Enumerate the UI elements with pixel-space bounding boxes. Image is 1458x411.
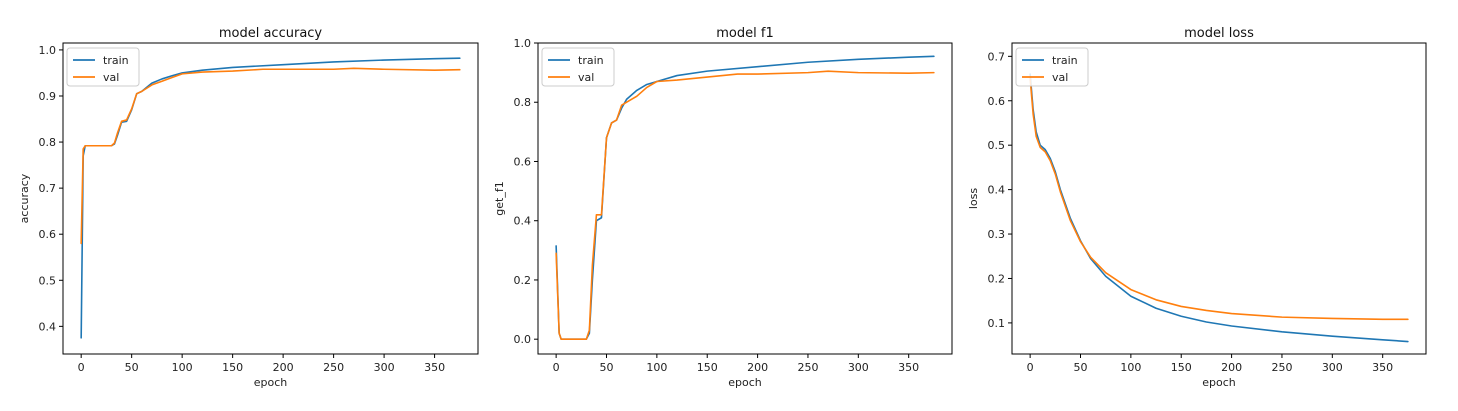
chart-3: 0 50 100 150 200 250 300 350 0.1 0.2 0.3 0.4 0.5 0.6 0… xyxy=(967,26,1427,389)
x-tick-label: 300 xyxy=(848,361,869,374)
axes-frame xyxy=(537,42,953,355)
x-tick-label: 200 xyxy=(747,361,768,374)
x-tick-label: 300 xyxy=(374,361,395,374)
x-axis-label: epoch xyxy=(1202,376,1236,389)
legend-label-train: train xyxy=(103,54,129,67)
y-tick-label: 0.1 xyxy=(988,317,1006,330)
series-line-val xyxy=(555,70,935,340)
series-line-val xyxy=(1029,77,1409,321)
axes-frame xyxy=(62,42,479,355)
legend: train val xyxy=(541,47,615,87)
x-tick-label: 100 xyxy=(1120,361,1141,374)
y-tick-label: 0.2 xyxy=(514,274,532,287)
y-tick-label: 0.6 xyxy=(514,155,532,168)
y-axis-label: accuracy xyxy=(18,173,31,223)
x-tick-label: 50 xyxy=(599,361,613,374)
x-tick-label: 0 xyxy=(553,361,560,374)
legend: train val xyxy=(66,47,140,87)
y-tick-label: 0.8 xyxy=(514,96,532,109)
chart-title: model accuracy xyxy=(219,26,323,41)
y-tick-label: 0.9 xyxy=(39,90,57,103)
chart-2: 0 50 100 150 200 250 300 350 0.0 0.2 0.4 0.6 0.8 1.0 m… xyxy=(493,26,953,389)
y-tick-label: 0.5 xyxy=(988,139,1006,152)
y-axis-label: get_f1 xyxy=(493,181,506,215)
y-tick-label: 0.0 xyxy=(514,333,532,346)
legend-label-val: val xyxy=(1052,71,1068,84)
legend-label-val: val xyxy=(578,71,594,84)
chart-title: model loss xyxy=(1184,26,1254,41)
x-tick-label: 0 xyxy=(78,361,85,374)
y-tick-label: 0.7 xyxy=(988,50,1006,63)
x-tick-label: 200 xyxy=(273,361,294,374)
x-tick-label: 50 xyxy=(1073,361,1087,374)
legend: train val xyxy=(1015,47,1089,87)
series-line-train xyxy=(1029,73,1409,343)
x-tick-label: 350 xyxy=(898,361,919,374)
x-tick-label: 150 xyxy=(222,361,243,374)
chart-title: model f1 xyxy=(716,26,773,41)
x-tick-label: 350 xyxy=(1372,361,1393,374)
legend-label-train: train xyxy=(578,54,604,67)
y-tick-label: 0.8 xyxy=(39,136,57,149)
x-tick-label: 0 xyxy=(1027,361,1034,374)
x-tick-label: 200 xyxy=(1221,361,1242,374)
y-tick-label: 0.3 xyxy=(988,228,1006,241)
axes-frame xyxy=(1011,42,1427,355)
x-tick-label: 250 xyxy=(797,361,818,374)
series-line-train xyxy=(80,57,461,339)
y-tick-label: 0.4 xyxy=(514,215,532,228)
y-tick-label: 0.7 xyxy=(39,182,57,195)
x-tick-label: 300 xyxy=(1322,361,1343,374)
x-tick-label: 100 xyxy=(646,361,667,374)
legend-label-train: train xyxy=(1052,54,1078,67)
legend-label-val: val xyxy=(103,71,119,84)
x-tick-label: 100 xyxy=(172,361,193,374)
y-tick-label: 0.5 xyxy=(39,274,57,287)
y-tick-label: 0.4 xyxy=(988,184,1006,197)
x-tick-label: 250 xyxy=(1271,361,1292,374)
chart-1: 0 50 100 150 200 250 300 350 0.4 0.5 0.6 0.7 0.8 0.9 1… xyxy=(18,26,479,389)
y-tick-label: 0.4 xyxy=(39,320,57,333)
y-tick-label: 0.6 xyxy=(39,228,57,241)
y-tick-label: 1.0 xyxy=(39,44,57,57)
x-tick-label: 150 xyxy=(1171,361,1192,374)
series-line-val xyxy=(80,67,461,245)
x-tick-label: 350 xyxy=(424,361,445,374)
y-tick-label: 0.2 xyxy=(988,272,1006,285)
x-axis-label: epoch xyxy=(254,376,288,389)
y-tick-label: 0.6 xyxy=(988,95,1006,108)
x-tick-label: 250 xyxy=(323,361,344,374)
x-tick-label: 50 xyxy=(125,361,139,374)
y-tick-label: 1.0 xyxy=(514,37,532,50)
x-axis-label: epoch xyxy=(728,376,762,389)
x-tick-label: 150 xyxy=(697,361,718,374)
y-axis-label: loss xyxy=(967,188,980,210)
series-line-train xyxy=(555,55,935,340)
